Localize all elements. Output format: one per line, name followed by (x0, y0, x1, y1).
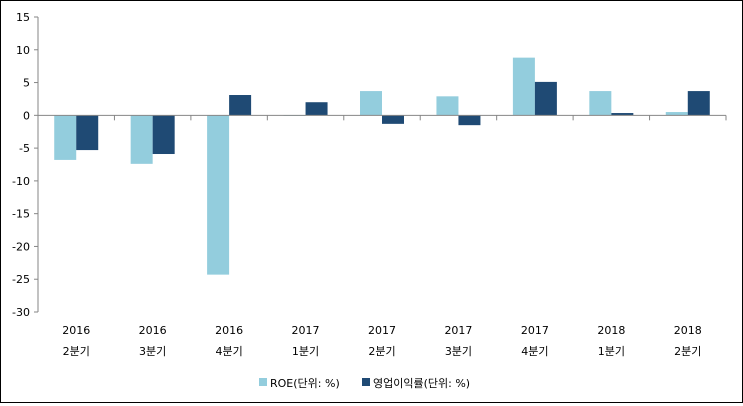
y-tick-label: -25 (12, 273, 30, 286)
x-tick-label-year: 2016 (139, 324, 167, 337)
bar-roe (589, 91, 612, 116)
bar-operating-margin (229, 95, 252, 116)
y-tick-label: -5 (19, 142, 30, 155)
y-tick-label: 5 (23, 77, 30, 90)
legend-swatch (259, 378, 267, 386)
x-tick-label-year: 2017 (292, 324, 320, 337)
bar-operating-margin (305, 102, 328, 116)
x-tick-label-year: 2018 (674, 324, 702, 337)
y-tick-label: 10 (16, 44, 30, 57)
x-tick-label-year: 2018 (597, 324, 625, 337)
x-tick-label-quarter: 3분기 (139, 345, 166, 358)
x-tick-label-year: 2017 (368, 324, 396, 337)
legend-swatch (362, 378, 370, 386)
x-tick-label-quarter: 1분기 (598, 345, 625, 358)
x-tick-label-quarter: 2분기 (63, 345, 90, 358)
bar-roe (54, 115, 77, 160)
bar-operating-margin (458, 115, 481, 126)
bar-roe (665, 112, 688, 116)
bar-operating-margin (152, 115, 175, 155)
y-tick-label: -30 (12, 306, 30, 319)
y-tick-label: -10 (12, 175, 30, 188)
y-tick-label: -20 (12, 240, 30, 253)
y-tick-label: 15 (16, 11, 30, 24)
x-tick-label-quarter: 1분기 (292, 345, 319, 358)
legend-label: 영업이익률(단위: %) (373, 377, 470, 390)
x-tick-label-quarter: 2분기 (674, 345, 701, 358)
x-tick-label-quarter: 3분기 (445, 345, 472, 358)
bar-operating-margin (76, 115, 99, 151)
bar-operating-margin (534, 81, 557, 116)
x-tick-label-year: 2017 (521, 324, 549, 337)
x-tick-label-year: 2017 (444, 324, 472, 337)
bar-roe (436, 96, 459, 116)
y-tick-label: 0 (23, 109, 30, 122)
y-tick-label: -15 (12, 208, 30, 221)
x-tick-label-quarter: 2분기 (368, 345, 395, 358)
bar-operating-margin (611, 113, 634, 116)
x-tick-label-year: 2016 (215, 324, 243, 337)
bar-roe (512, 57, 535, 116)
x-tick-label-quarter: 4분기 (521, 345, 548, 358)
x-tick-label-year: 2016 (62, 324, 90, 337)
x-tick-label-quarter: 4분기 (215, 345, 242, 358)
bar-roe (207, 115, 230, 275)
bar-roe (360, 91, 382, 116)
bar-operating-margin (382, 115, 404, 124)
legend-label: ROE(단위: %) (270, 377, 340, 390)
bar-roe (130, 115, 153, 164)
bar-operating-margin (687, 91, 710, 116)
